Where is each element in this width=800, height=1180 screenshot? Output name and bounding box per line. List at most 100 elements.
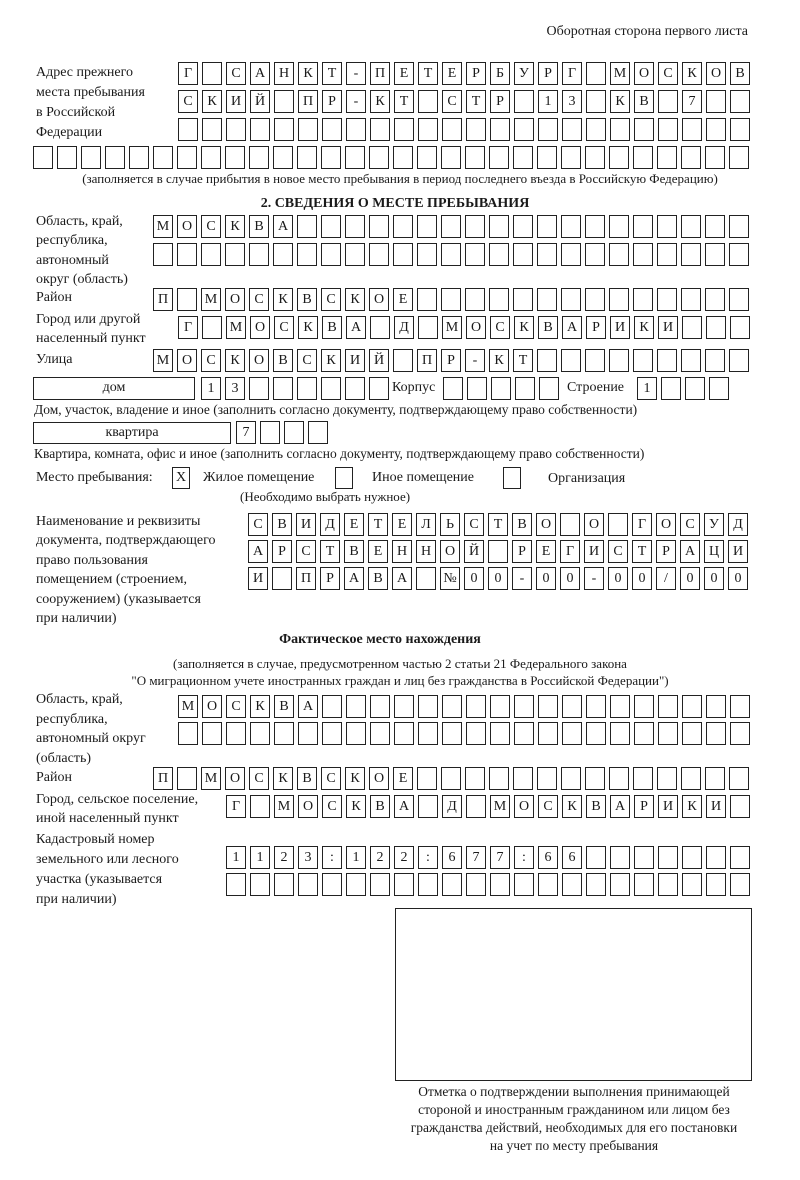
char-cell[interactable] [513, 288, 533, 311]
char-cell[interactable]: 0 [464, 567, 484, 590]
char-cell[interactable]: С [538, 795, 558, 818]
char-cell[interactable]: С [226, 62, 246, 85]
char-cell[interactable]: К [489, 349, 509, 372]
char-cell[interactable] [681, 349, 701, 372]
char-cell[interactable]: А [394, 795, 414, 818]
char-cell[interactable] [681, 146, 701, 169]
char-cell[interactable]: К [273, 767, 293, 790]
char-cell[interactable]: - [584, 567, 604, 590]
char-cell[interactable] [322, 695, 342, 718]
char-cell[interactable] [297, 146, 317, 169]
char-cell[interactable] [418, 118, 438, 141]
char-cell[interactable] [442, 722, 462, 745]
char-cell[interactable] [729, 349, 749, 372]
char-cell[interactable]: П [153, 767, 173, 790]
char-cell[interactable] [321, 243, 341, 266]
char-cell[interactable] [561, 767, 581, 790]
char-cell[interactable]: К [202, 90, 222, 113]
char-cell[interactable] [489, 288, 509, 311]
char-cell[interactable] [709, 377, 729, 400]
char-cell[interactable] [513, 146, 533, 169]
char-cell[interactable] [274, 118, 294, 141]
char-cell[interactable] [657, 243, 677, 266]
char-cell[interactable]: М [274, 795, 294, 818]
char-cell[interactable]: П [417, 349, 437, 372]
char-cell[interactable]: С [226, 695, 246, 718]
char-cell[interactable]: И [226, 90, 246, 113]
char-cell[interactable]: О [250, 316, 270, 339]
char-cell[interactable] [730, 873, 750, 896]
char-cell[interactable] [441, 767, 461, 790]
char-cell[interactable] [658, 90, 678, 113]
char-cell[interactable] [273, 377, 293, 400]
char-cell[interactable]: А [298, 695, 318, 718]
char-cell[interactable]: М [226, 316, 246, 339]
char-cell[interactable]: О [249, 349, 269, 372]
char-cell[interactable]: К [346, 795, 366, 818]
char-cell[interactable] [561, 349, 581, 372]
char-cell[interactable]: Н [392, 540, 412, 563]
char-cell[interactable] [369, 377, 389, 400]
char-cell[interactable] [273, 243, 293, 266]
char-cell[interactable]: И [296, 513, 316, 536]
char-cell[interactable]: О [225, 767, 245, 790]
char-cell[interactable] [321, 377, 341, 400]
char-cell[interactable] [681, 243, 701, 266]
char-cell[interactable]: Г [178, 62, 198, 85]
char-cell[interactable]: Г [562, 62, 582, 85]
char-cell[interactable] [537, 215, 557, 238]
char-cell[interactable] [418, 695, 438, 718]
char-cell[interactable]: О [634, 62, 654, 85]
char-cell[interactable] [417, 146, 437, 169]
char-cell[interactable] [561, 243, 581, 266]
char-cell[interactable]: - [512, 567, 532, 590]
char-cell[interactable]: О [706, 62, 726, 85]
char-cell[interactable] [202, 722, 222, 745]
char-cell[interactable] [346, 695, 366, 718]
char-cell[interactable] [418, 90, 438, 113]
char-cell[interactable]: Т [418, 62, 438, 85]
char-cell[interactable]: Д [728, 513, 748, 536]
char-cell[interactable]: К [273, 288, 293, 311]
char-cell[interactable] [513, 243, 533, 266]
char-cell[interactable] [465, 288, 485, 311]
char-cell[interactable] [393, 215, 413, 238]
char-cell[interactable]: 1 [346, 846, 366, 869]
char-cell[interactable] [730, 90, 750, 113]
char-cell[interactable] [177, 767, 197, 790]
char-cell[interactable]: В [297, 767, 317, 790]
char-cell[interactable]: Р [322, 90, 342, 113]
char-cell[interactable] [514, 90, 534, 113]
char-cell[interactable]: 1 [201, 377, 221, 400]
char-cell[interactable] [369, 146, 389, 169]
char-cell[interactable]: 0 [704, 567, 724, 590]
char-cell[interactable]: В [538, 316, 558, 339]
char-cell[interactable] [417, 288, 437, 311]
char-cell[interactable] [442, 695, 462, 718]
char-cell[interactable] [346, 873, 366, 896]
char-cell[interactable]: 7 [466, 846, 486, 869]
char-cell[interactable] [729, 243, 749, 266]
stay-checkbox-organization[interactable] [503, 467, 521, 489]
char-cell[interactable]: Д [442, 795, 462, 818]
char-cell[interactable] [586, 118, 606, 141]
char-cell[interactable] [202, 62, 222, 85]
char-cell[interactable] [657, 146, 677, 169]
char-cell[interactable]: К [634, 316, 654, 339]
char-cell[interactable] [370, 118, 390, 141]
char-cell[interactable] [633, 767, 653, 790]
char-cell[interactable] [730, 846, 750, 869]
char-cell[interactable]: О [466, 316, 486, 339]
char-cell[interactable] [201, 146, 221, 169]
char-cell[interactable] [57, 146, 77, 169]
char-cell[interactable] [489, 146, 509, 169]
char-cell[interactable]: В [634, 90, 654, 113]
char-cell[interactable] [729, 767, 749, 790]
char-cell[interactable] [418, 873, 438, 896]
char-cell[interactable]: А [680, 540, 700, 563]
char-cell[interactable] [730, 695, 750, 718]
char-cell[interactable] [705, 243, 725, 266]
char-cell[interactable] [466, 722, 486, 745]
char-cell[interactable] [345, 243, 365, 266]
char-cell[interactable] [609, 243, 629, 266]
